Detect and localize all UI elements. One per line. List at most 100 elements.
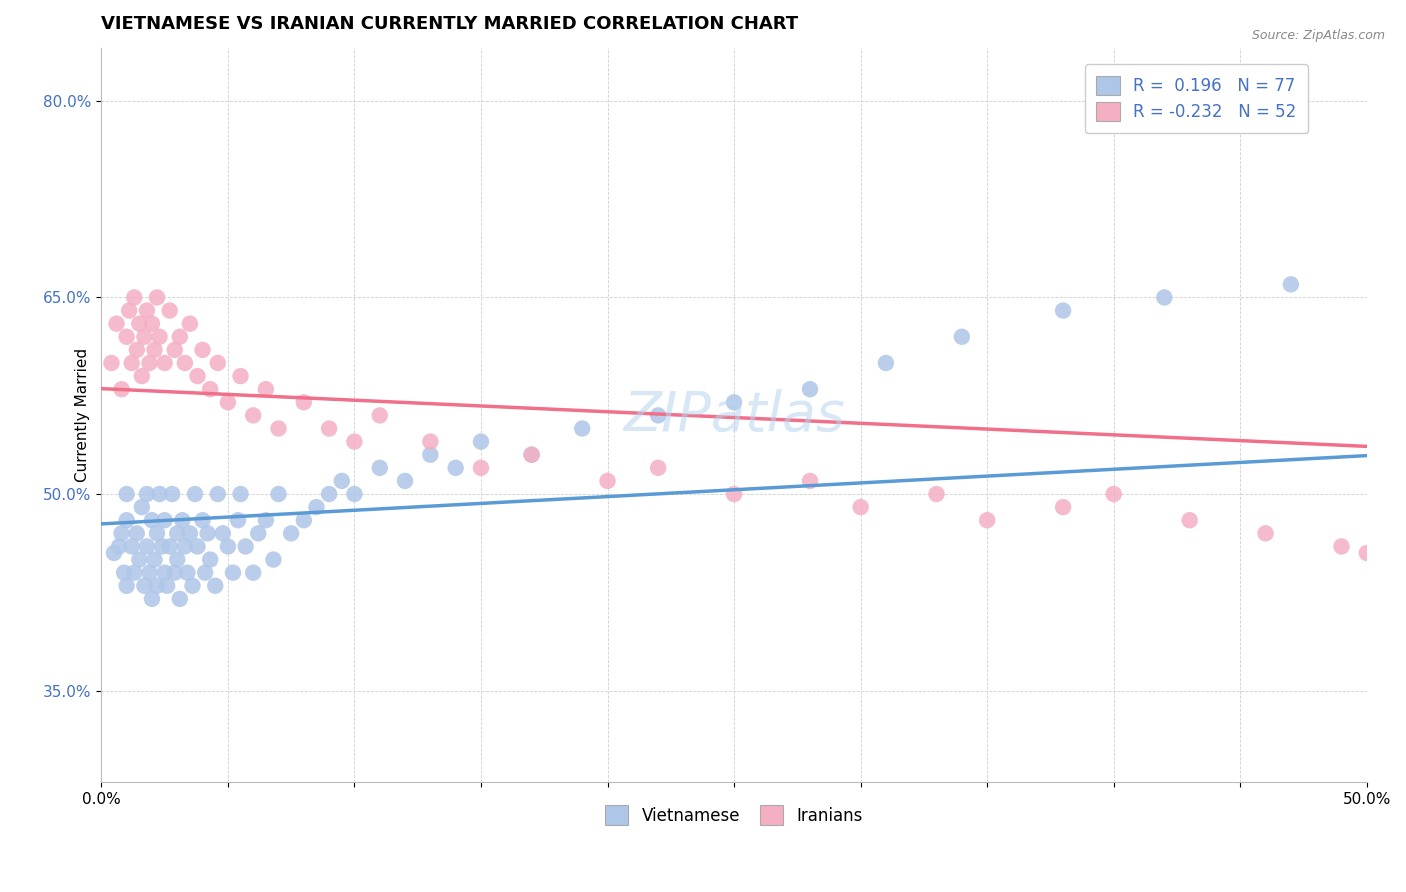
Point (470, 434, 492, 449)
Point (950, 330, 973, 344)
Point (368, 409, 391, 423)
Point (156, 579, 179, 593)
Point (181, 579, 204, 593)
Point (1178, 513, 1201, 527)
Point (135, 303, 157, 318)
Point (419, 434, 441, 449)
Point (292, 513, 315, 527)
Point (186, 369, 208, 384)
Point (394, 474, 416, 488)
Point (122, 566, 145, 580)
Point (115, 330, 138, 344)
Point (343, 487, 366, 501)
Point (226, 513, 249, 527)
Point (571, 421, 593, 435)
Point (207, 356, 229, 370)
Point (596, 474, 619, 488)
Point (198, 552, 221, 566)
Point (146, 579, 169, 593)
Point (128, 552, 150, 566)
Point (318, 421, 340, 435)
Point (217, 540, 239, 554)
Point (267, 487, 290, 501)
Point (198, 382, 221, 396)
Point (647, 460, 669, 475)
Point (143, 343, 166, 357)
Point (112, 566, 135, 580)
Point (330, 474, 353, 488)
Point (146, 526, 169, 541)
Point (134, 579, 156, 593)
Point (166, 552, 188, 566)
Point (647, 409, 669, 423)
Point (121, 540, 143, 554)
Point (799, 474, 821, 488)
Point (110, 382, 132, 396)
Point (179, 317, 201, 331)
Point (305, 500, 328, 515)
Point (1052, 500, 1074, 515)
Point (159, 303, 181, 318)
Point (153, 513, 176, 527)
Point (163, 343, 186, 357)
Point (135, 487, 157, 501)
Point (318, 487, 340, 501)
Point (520, 448, 543, 462)
Point (179, 526, 201, 541)
Point (118, 303, 141, 318)
Point (254, 513, 277, 527)
Point (976, 513, 998, 527)
Point (343, 434, 366, 449)
Point (191, 343, 214, 357)
Text: ZIPatlas: ZIPatlas (623, 389, 845, 442)
Point (135, 540, 157, 554)
Point (186, 540, 208, 554)
Point (247, 526, 270, 541)
Point (235, 540, 257, 554)
Point (280, 526, 302, 541)
Point (148, 330, 170, 344)
Point (121, 356, 143, 370)
Point (1279, 277, 1302, 292)
Point (103, 546, 125, 560)
Point (799, 382, 821, 396)
Point (153, 566, 176, 580)
Point (368, 460, 391, 475)
Point (194, 566, 217, 580)
Point (444, 460, 467, 475)
Point (148, 487, 170, 501)
Point (115, 487, 138, 501)
Point (131, 500, 153, 515)
Point (204, 579, 226, 593)
Point (110, 526, 132, 541)
Point (254, 382, 277, 396)
Point (163, 566, 186, 580)
Point (153, 356, 176, 370)
Point (849, 500, 872, 515)
Point (1102, 487, 1125, 501)
Point (172, 513, 194, 527)
Point (131, 369, 153, 384)
Point (100, 356, 122, 370)
Point (141, 591, 163, 606)
Text: VIETNAMESE VS IRANIAN CURRENTLY MARRIED CORRELATION CHART: VIETNAMESE VS IRANIAN CURRENTLY MARRIED … (101, 15, 799, 33)
Point (262, 552, 284, 566)
Point (184, 487, 207, 501)
Point (150, 540, 173, 554)
Point (1052, 303, 1074, 318)
Point (419, 448, 441, 462)
Point (105, 317, 128, 331)
Point (173, 356, 195, 370)
Point (134, 330, 156, 344)
Point (115, 513, 138, 527)
Point (176, 566, 198, 580)
Legend: Vietnamese, Iranians: Vietnamese, Iranians (593, 794, 875, 837)
Point (470, 460, 492, 475)
Point (925, 487, 948, 501)
Point (160, 487, 183, 501)
Point (520, 448, 543, 462)
Point (242, 566, 264, 580)
Y-axis label: Currently Married: Currently Married (76, 349, 90, 483)
Point (229, 487, 252, 501)
Point (108, 540, 131, 554)
